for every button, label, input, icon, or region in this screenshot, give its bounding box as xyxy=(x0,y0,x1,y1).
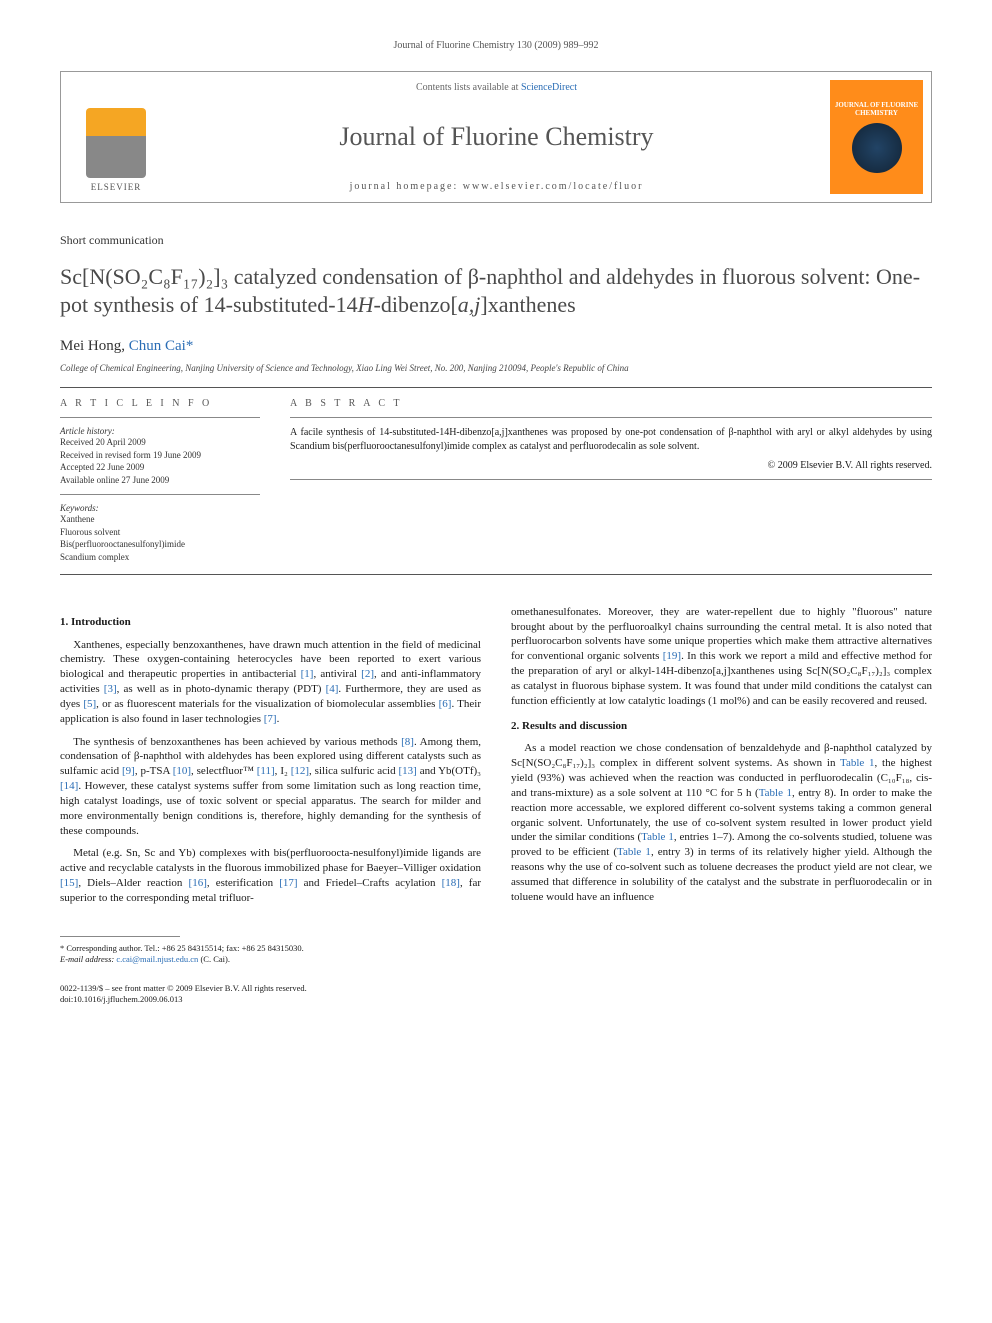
contents-prefix: Contents lists available at xyxy=(416,82,521,93)
author-2-link[interactable]: Chun Cai xyxy=(129,338,186,354)
divider-mid xyxy=(60,574,932,575)
footnote-separator xyxy=(60,936,180,937)
abstract-copyright: © 2009 Elsevier B.V. All rights reserved… xyxy=(290,460,932,471)
abstract-col: A B S T R A C T A facile synthesis of 14… xyxy=(290,398,932,564)
s2-paragraph-1: As a model reaction we chose condensatio… xyxy=(511,741,932,904)
ref-link[interactable]: [17] xyxy=(279,877,297,889)
abstract-divider-1 xyxy=(290,417,932,418)
corresponding-footnote: * Corresponding author. Tel.: +86 25 843… xyxy=(60,943,481,965)
ref-link[interactable]: [7] xyxy=(264,713,277,725)
ref-link[interactable]: [9] xyxy=(122,765,135,777)
table-link[interactable]: Table 1 xyxy=(759,787,792,799)
keyword-1: Xanthene xyxy=(60,513,260,526)
body-col-left: 1. Introduction Xanthenes, especially be… xyxy=(60,605,481,1005)
info-abstract-row: A R T I C L E I N F O Article history: R… xyxy=(60,398,932,564)
ref-link[interactable]: [8] xyxy=(401,736,414,748)
keyword-2: Fluorous solvent xyxy=(60,526,260,539)
keyword-4: Scandium complex xyxy=(60,551,260,564)
info-divider-1 xyxy=(60,417,260,418)
affiliation: College of Chemical Engineering, Nanjing… xyxy=(60,363,932,373)
s1-paragraph-3: Metal (e.g. Sn, Sc and Yb) complexes wit… xyxy=(60,846,481,905)
doi-line: doi:10.1016/j.jfluchem.2009.06.013 xyxy=(60,994,481,1005)
keywords-label: Keywords: xyxy=(60,503,260,513)
ref-link[interactable]: [11] xyxy=(257,765,275,777)
corresponding-contact: * Corresponding author. Tel.: +86 25 843… xyxy=(60,943,481,954)
ref-link[interactable]: [16] xyxy=(189,877,207,889)
cover-thumb-image xyxy=(852,123,902,173)
homepage-line: journal homepage: www.elsevier.com/locat… xyxy=(350,181,644,192)
running-head: Journal of Fluorine Chemistry 130 (2009)… xyxy=(60,40,932,51)
info-heading: A R T I C L E I N F O xyxy=(60,398,260,409)
email-who: (C. Cai). xyxy=(200,954,230,964)
divider-top xyxy=(60,387,932,388)
table-link[interactable]: Table 1 xyxy=(641,831,674,843)
ref-link[interactable]: [14] xyxy=(60,780,78,792)
corresponding-mark-link[interactable]: * xyxy=(186,338,194,354)
abstract-heading: A B S T R A C T xyxy=(290,398,932,409)
journal-header-box: ELSEVIER Contents lists available at Sci… xyxy=(60,71,932,203)
author-1: Mei Hong xyxy=(60,338,121,354)
email-link[interactable]: c.cai@mail.njust.edu.cn xyxy=(116,954,198,964)
ref-link[interactable]: [19] xyxy=(663,650,681,662)
ref-link[interactable]: [1] xyxy=(301,668,314,680)
ref-link[interactable]: [12] xyxy=(291,765,309,777)
info-divider-2 xyxy=(60,494,260,495)
page: Journal of Fluorine Chemistry 130 (2009)… xyxy=(0,0,992,1045)
publisher-logo-block: ELSEVIER xyxy=(61,72,171,202)
sciencedirect-link[interactable]: ScienceDirect xyxy=(521,82,577,93)
history-label: Article history: xyxy=(60,426,260,436)
ref-link[interactable]: [18] xyxy=(442,877,460,889)
corresponding-email-line: E-mail address: c.cai@mail.njust.edu.cn … xyxy=(60,954,481,965)
table-link[interactable]: Table 1 xyxy=(840,757,875,769)
ref-link[interactable]: [4] xyxy=(326,683,339,695)
ref-link[interactable]: [15] xyxy=(60,877,78,889)
header-center: Contents lists available at ScienceDirec… xyxy=(171,72,822,202)
table-link[interactable]: Table 1 xyxy=(617,846,651,858)
body-columns: 1. Introduction Xanthenes, especially be… xyxy=(60,605,932,1005)
keyword-3: Bis(perfluorooctanesulfonyl)imide xyxy=(60,538,260,551)
s1-paragraph-1: Xanthenes, especially benzoxanthenes, ha… xyxy=(60,638,481,727)
article-type: Short communication xyxy=(60,233,932,248)
journal-cover-thumb: JOURNAL OF FLUORINE CHEMISTRY xyxy=(830,80,923,194)
s1-paragraph-3-cont: omethanesulfonates. Moreover, they are w… xyxy=(511,605,932,709)
article-title: Sc[N(SO₂C₈F₁₇)₂]₃ catalyzed condensation… xyxy=(60,263,932,320)
ref-link[interactable]: [3] xyxy=(104,683,117,695)
cover-thumb-title: JOURNAL OF FLUORINE CHEMISTRY xyxy=(834,101,919,118)
history-revised: Received in revised form 19 June 2009 xyxy=(60,449,260,462)
history-accepted: Accepted 22 June 2009 xyxy=(60,461,260,474)
history-received: Received 20 April 2009 xyxy=(60,436,260,449)
abstract-divider-2 xyxy=(290,479,932,480)
footer-block: 0022-1139/$ – see front matter © 2009 El… xyxy=(60,983,481,1005)
section-1-heading: 1. Introduction xyxy=(60,615,481,630)
section-2-heading: 2. Results and discussion xyxy=(511,719,932,734)
s1-paragraph-2: The synthesis of benzoxanthenes has been… xyxy=(60,735,481,839)
body-col-right: omethanesulfonates. Moreover, they are w… xyxy=(511,605,932,1005)
history-online: Available online 27 June 2009 xyxy=(60,474,260,487)
email-label: E-mail address: xyxy=(60,954,114,964)
article-info-col: A R T I C L E I N F O Article history: R… xyxy=(60,398,260,564)
ref-link[interactable]: [5] xyxy=(83,698,96,710)
journal-name: Journal of Fluorine Chemistry xyxy=(339,122,653,152)
author-sep: , xyxy=(121,338,129,354)
ref-link[interactable]: [10] xyxy=(173,765,191,777)
elsevier-tree-icon xyxy=(86,108,146,178)
contents-line: Contents lists available at ScienceDirec… xyxy=(416,82,577,93)
publisher-name: ELSEVIER xyxy=(91,182,142,192)
ref-link[interactable]: [2] xyxy=(361,668,374,680)
issn-line: 0022-1139/$ – see front matter © 2009 El… xyxy=(60,983,481,994)
ref-link[interactable]: [6] xyxy=(439,698,452,710)
abstract-text: A facile synthesis of 14-substituted-14H… xyxy=(290,426,932,454)
ref-link[interactable]: [13] xyxy=(398,765,416,777)
authors-line: Mei Hong, Chun Cai* xyxy=(60,338,932,355)
